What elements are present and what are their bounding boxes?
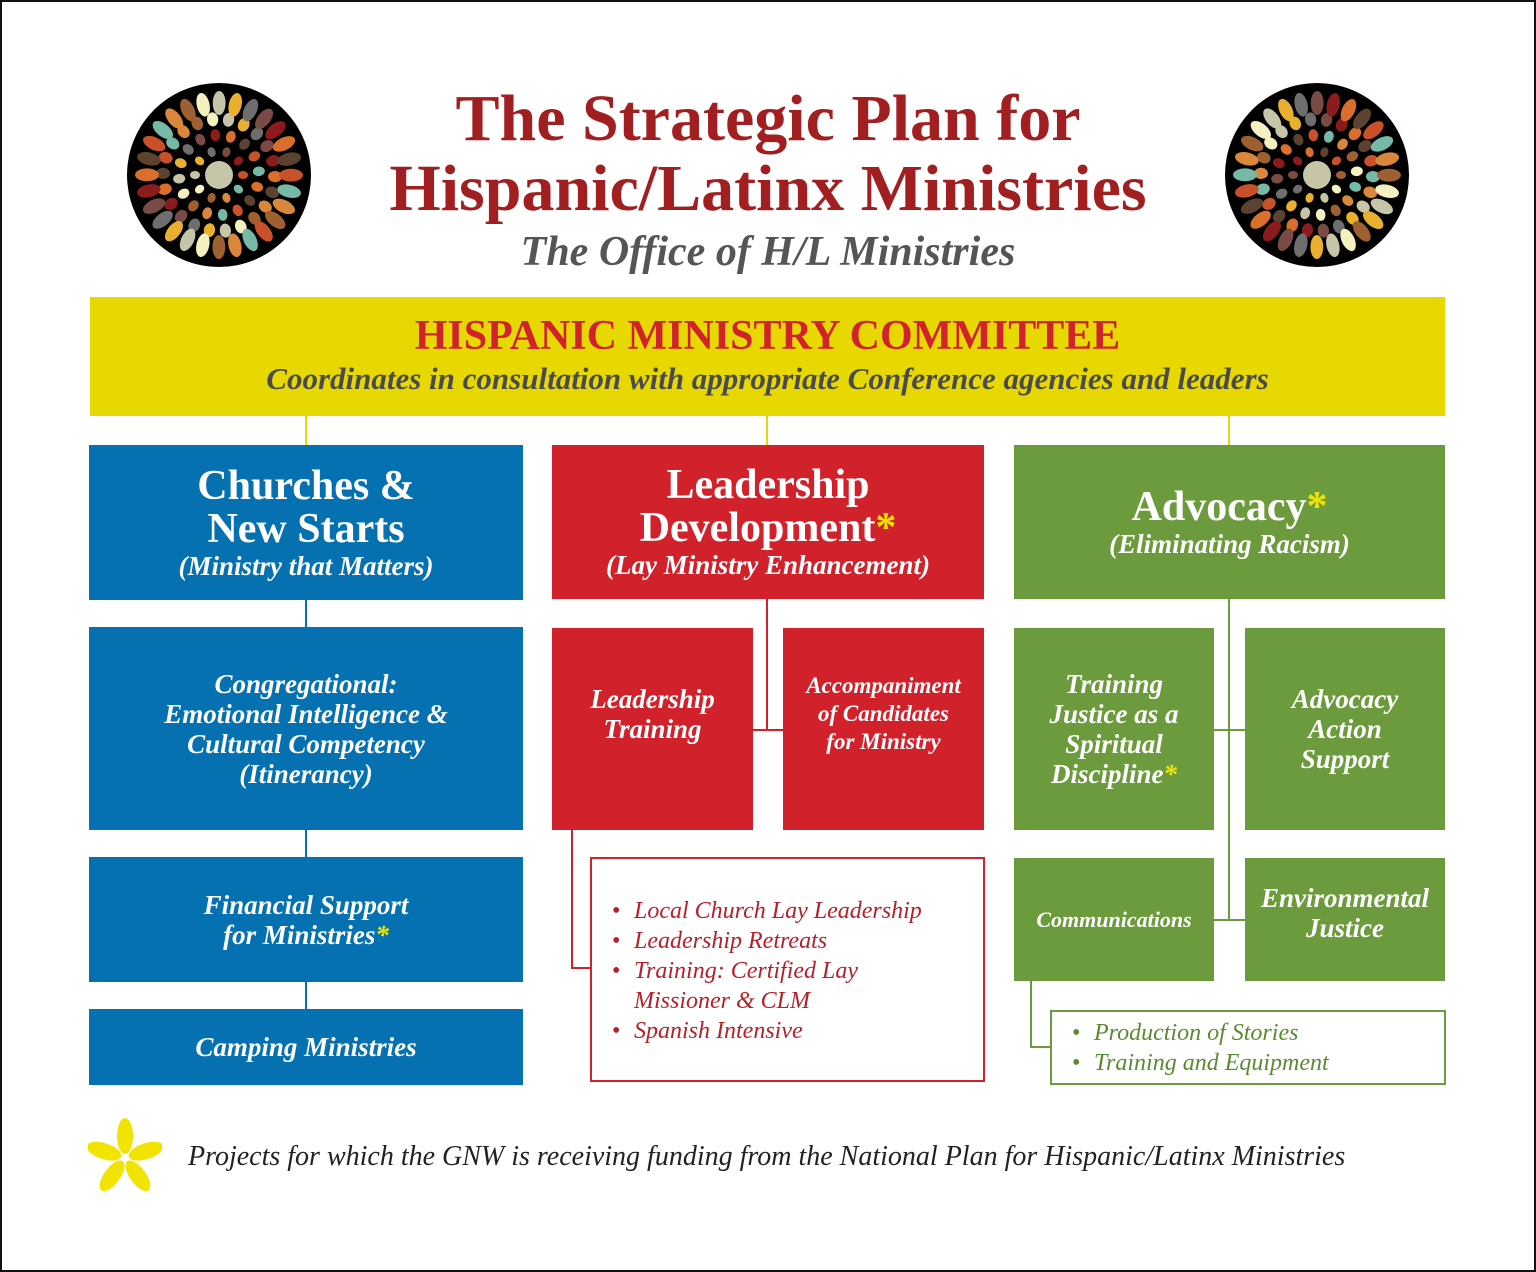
mandala-logo-left bbox=[127, 83, 311, 267]
camping-ministries-box: Camping Ministries bbox=[89, 1009, 523, 1085]
connector bbox=[1228, 599, 1230, 921]
box-text: Discipline bbox=[1051, 759, 1164, 789]
box-text: Advocacy bbox=[1291, 684, 1399, 714]
list-item: Training: Certified Lay Missioner & CLM bbox=[612, 956, 892, 1016]
title-line1: The Strategic Plan for bbox=[455, 82, 1081, 155]
box-subtitle: (Eliminating Racism) bbox=[1109, 528, 1350, 559]
communications-list: Production of Stories Training and Equip… bbox=[1050, 1010, 1446, 1085]
leadership-training-box: Leadership Training bbox=[552, 628, 753, 830]
funding-asterisk: * bbox=[875, 505, 897, 551]
box-title: Advocacy bbox=[1131, 483, 1307, 530]
funding-asterisk: * bbox=[1163, 759, 1178, 789]
connector bbox=[571, 830, 573, 969]
environmental-justice-box: Environmental Justice bbox=[1245, 858, 1445, 981]
box-text: Spiritual bbox=[1065, 729, 1163, 759]
box-text: Environmental bbox=[1260, 882, 1430, 913]
connector bbox=[571, 967, 591, 969]
mandala-logo-right bbox=[1225, 83, 1409, 267]
box-text: Leadership bbox=[590, 684, 715, 714]
box-text: Camping Ministries bbox=[195, 1032, 417, 1062]
box-text: Training bbox=[603, 714, 702, 744]
box-title: Development bbox=[639, 505, 876, 551]
subtitle: The Office of H/L Ministries bbox=[520, 229, 1016, 275]
communications-box: Communications bbox=[1014, 858, 1214, 981]
connector bbox=[1214, 919, 1245, 921]
asterisk-icon bbox=[88, 1118, 162, 1192]
box-title: New Starts bbox=[207, 505, 405, 552]
connector bbox=[1228, 416, 1230, 445]
funding-asterisk: * bbox=[1306, 483, 1328, 530]
leadership-training-list: Local Church Lay Leadership Leadership R… bbox=[590, 857, 985, 1082]
list-item: Spanish Intensive bbox=[612, 1016, 983, 1046]
footer-note: Projects for which the GNW is receiving … bbox=[188, 1141, 1346, 1172]
box-text: Congregational: bbox=[214, 668, 398, 699]
list-item: Training and Equipment bbox=[1072, 1048, 1444, 1078]
box-text: of Candidates bbox=[818, 701, 949, 726]
connector bbox=[1030, 1046, 1051, 1048]
box-subtitle: (Ministry that Matters) bbox=[178, 550, 434, 581]
list-item: Leadership Retreats bbox=[612, 926, 983, 956]
connector bbox=[753, 729, 783, 731]
box-text: Accompaniment bbox=[806, 673, 961, 698]
list-item: Local Church Lay Leadership bbox=[612, 896, 983, 926]
box-text: Action bbox=[1308, 714, 1382, 744]
box-text: Emotional Intelligence & bbox=[164, 698, 448, 729]
funding-asterisk: * bbox=[375, 919, 389, 950]
accompaniment-box: Accompaniment of Candidates for Ministry bbox=[783, 628, 984, 830]
advocacy-action-support-box: Advocacy Action Support bbox=[1245, 628, 1445, 830]
box-text: for Ministries bbox=[223, 919, 376, 950]
box-text: Training bbox=[1064, 669, 1164, 699]
box-text: Justice as a bbox=[1049, 699, 1179, 729]
box-text: (Itinerancy) bbox=[239, 758, 373, 789]
list-item: Production of Stories bbox=[1072, 1018, 1444, 1048]
advocacy-box: Advocacy* (Eliminating Racism) bbox=[1014, 445, 1445, 599]
box-title: Churches & bbox=[197, 462, 415, 509]
connector bbox=[766, 416, 768, 445]
connector bbox=[305, 416, 307, 445]
connector bbox=[766, 599, 768, 731]
committee-banner: HISPANIC MINISTRY COMMITTEE Coordinates … bbox=[90, 297, 1445, 416]
committee-title: HISPANIC MINISTRY COMMITTEE bbox=[414, 313, 1121, 359]
box-text: Financial Support bbox=[203, 889, 409, 920]
congregational-box: Congregational: Emotional Intelligence &… bbox=[89, 627, 523, 830]
connector bbox=[1030, 981, 1032, 1048]
box-subtitle: (Lay Ministry Enhancement) bbox=[605, 550, 930, 580]
box-text: Communications bbox=[1036, 906, 1192, 932]
financial-support-box: Financial Support for Ministries* bbox=[89, 857, 523, 982]
box-text: Support bbox=[1300, 744, 1390, 774]
box-text: Cultural Competency bbox=[187, 728, 425, 759]
committee-subtitle: Coordinates in consultation with appropr… bbox=[266, 361, 1269, 396]
training-justice-box: Training Justice as a Spiritual Discipli… bbox=[1014, 628, 1214, 830]
leadership-development-box: Leadership Development* (Lay Ministry En… bbox=[552, 445, 984, 599]
box-text: Justice bbox=[1306, 912, 1384, 943]
churches-new-starts-box: Churches & New Starts (Ministry that Mat… bbox=[89, 445, 523, 600]
box-title: Leadership bbox=[666, 462, 870, 508]
connector bbox=[1214, 729, 1245, 731]
box-text: for Ministry bbox=[826, 729, 941, 754]
title-line2: Hispanic/Latinx Ministries bbox=[389, 152, 1147, 225]
